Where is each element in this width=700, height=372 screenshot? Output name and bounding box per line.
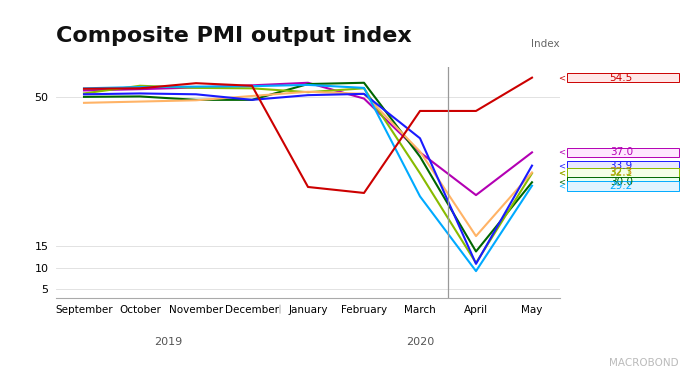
Text: <: < bbox=[558, 73, 565, 82]
Text: 33.9: 33.9 bbox=[610, 161, 633, 171]
Text: 2019: 2019 bbox=[154, 337, 182, 347]
Text: 54.5: 54.5 bbox=[610, 73, 633, 83]
Text: MACROBOND: MACROBOND bbox=[610, 358, 679, 368]
Text: <: < bbox=[558, 181, 565, 190]
Text: Composite PMI output index: Composite PMI output index bbox=[56, 26, 412, 46]
Text: <: < bbox=[558, 161, 565, 170]
Text: 2020: 2020 bbox=[406, 337, 434, 347]
Text: 37.0: 37.0 bbox=[610, 147, 633, 157]
Text: <: < bbox=[558, 168, 565, 177]
Text: 29.2: 29.2 bbox=[610, 181, 633, 191]
Text: <: < bbox=[558, 148, 565, 157]
Text: 30.0: 30.0 bbox=[610, 177, 633, 187]
Text: 32.1: 32.1 bbox=[610, 168, 633, 178]
Text: <: < bbox=[558, 169, 565, 178]
Text: 32.3: 32.3 bbox=[610, 167, 633, 177]
Text: Index: Index bbox=[531, 39, 560, 48]
Text: <: < bbox=[558, 178, 565, 187]
